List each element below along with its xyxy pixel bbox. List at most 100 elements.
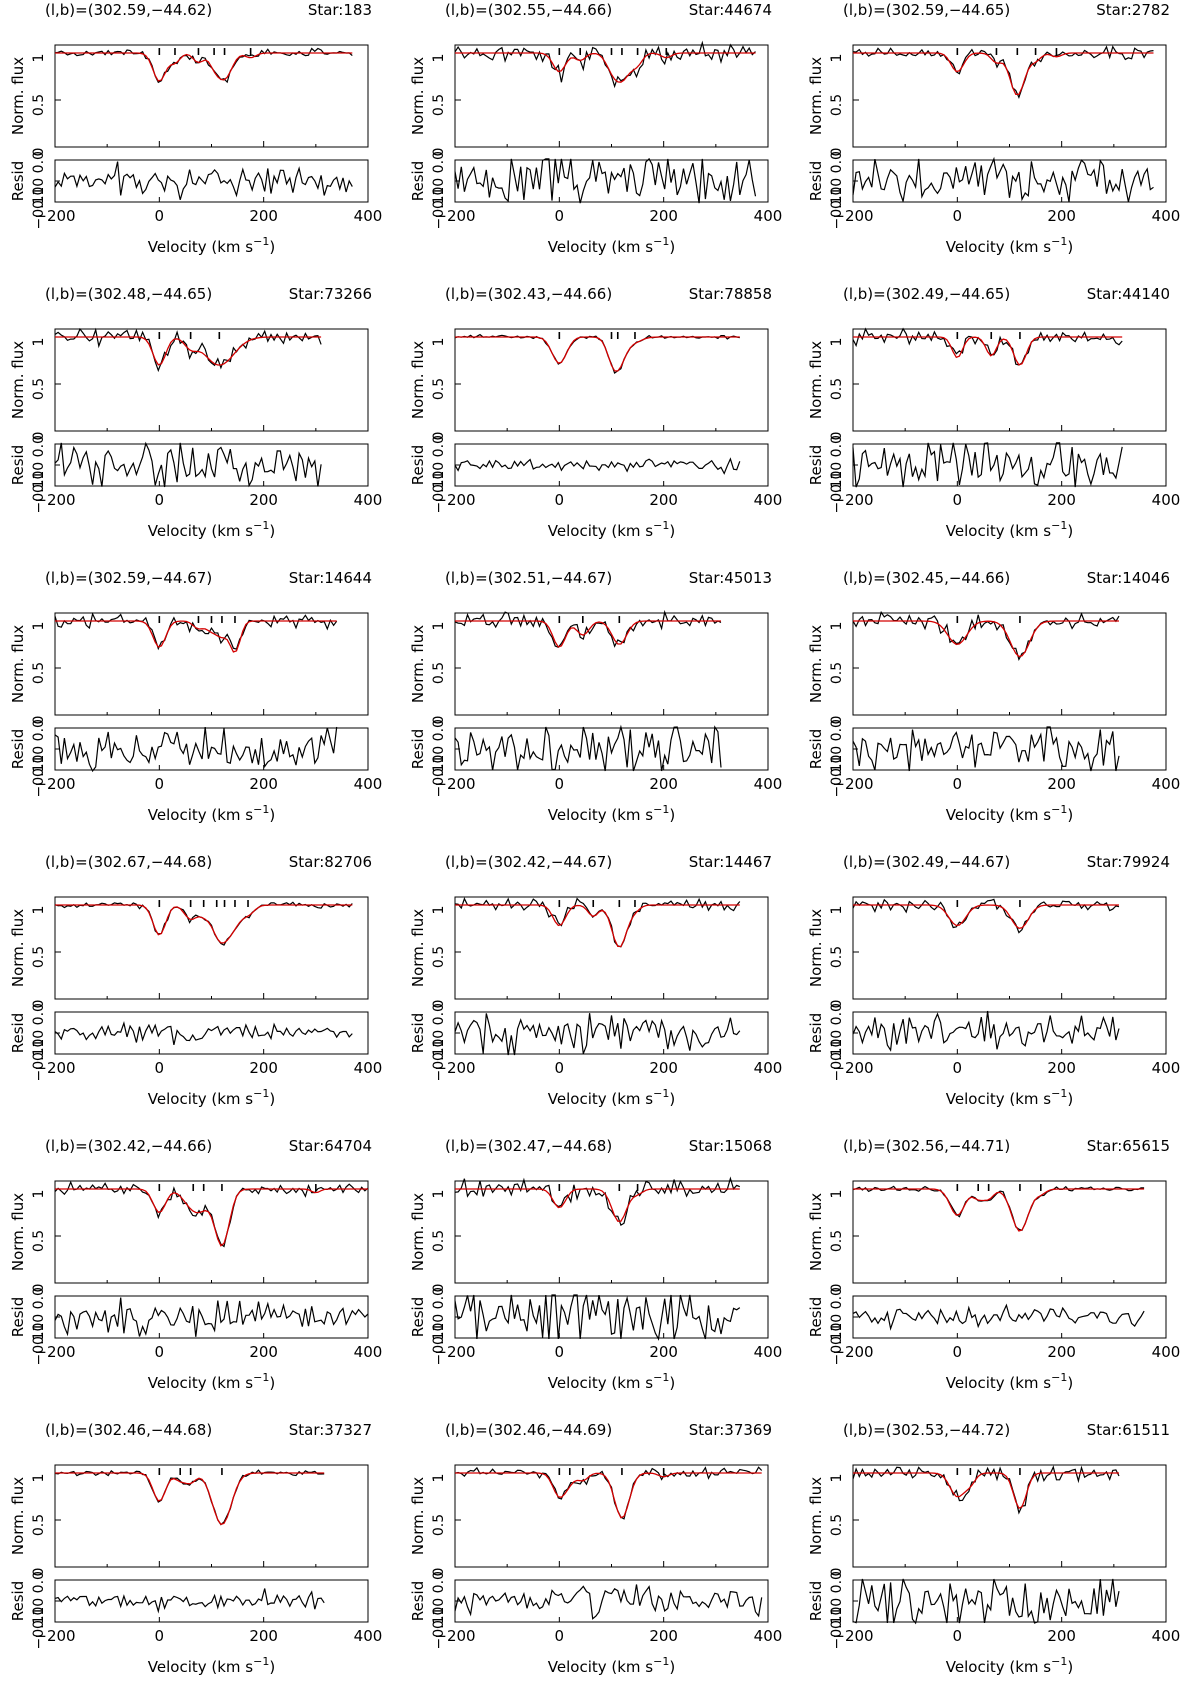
resid-axis-label: Resid <box>409 729 427 769</box>
flux-tick-label: 0.5 <box>829 378 845 400</box>
panel-star-id: Star:15068 <box>689 1137 772 1155</box>
observed-spectrum-line <box>54 1180 369 1248</box>
flux-axis-label: Norm. flux <box>807 57 825 135</box>
observed-spectrum-line <box>54 901 353 946</box>
x-axis-label: Velocity (km s−1) <box>148 235 275 256</box>
x-tick-label: 400 <box>1152 207 1181 225</box>
flux-tick-label: 1 <box>431 622 447 631</box>
flux-axis-label: Norm. flux <box>807 909 825 987</box>
spectrum-panel: (l,b)=(302.59,−44.67) Star:1464410.500.10… <box>9 569 382 824</box>
panel-coordinates: (l,b)=(302.46,−44.69) <box>445 1421 612 1439</box>
spectrum-panel: (l,b)=(302.48,−44.65) Star:7326610.500.10… <box>9 285 382 540</box>
x-tick-label: 400 <box>754 775 783 793</box>
resid-tick-label: −0.10 <box>431 755 447 798</box>
resid-tick-label: 0.10 0.0 <box>829 1003 845 1061</box>
flux-tick-label: 0.5 <box>431 946 447 968</box>
panel-star-id: Star:183 <box>308 1 372 19</box>
resid-axis-label: Resid <box>807 1297 825 1337</box>
spectrum-panel: (l,b)=(302.55,−44.66) Star:4467410.500.10… <box>409 1 782 256</box>
panel-coordinates: (l,b)=(302.46,−44.68) <box>45 1421 212 1439</box>
x-axis-label: Velocity (km s−1) <box>946 519 1073 540</box>
x-tick-label: −200 <box>832 491 873 509</box>
flux-tick-label: 0.5 <box>431 1230 447 1252</box>
residual-line <box>852 726 1120 772</box>
panel-coordinates: (l,b)=(302.67,−44.68) <box>45 853 212 871</box>
x-tick-label: 400 <box>1152 1627 1181 1645</box>
x-tick-label: 400 <box>354 1343 383 1361</box>
flux-tick-label: 1 <box>829 1474 845 1483</box>
x-tick-label: 400 <box>754 491 783 509</box>
resid-axis-label: Resid <box>9 1581 27 1621</box>
x-tick-label: 0 <box>155 491 165 509</box>
flux-axis-label: Norm. flux <box>9 341 27 419</box>
resid-tick-label: 0.10 0.0 <box>829 1287 845 1345</box>
x-tick-label: 400 <box>354 775 383 793</box>
flux-axes-frame <box>852 896 1167 1000</box>
flux-tick-label: 0 <box>431 1568 447 1577</box>
residual-line <box>852 442 1123 488</box>
flux-tick-label: 1 <box>431 338 447 347</box>
resid-tick-label: 0.10 0.0 <box>829 435 845 493</box>
flux-axis-label: Norm. flux <box>807 341 825 419</box>
flux-axes-frame <box>454 896 769 1000</box>
spectrum-panel: (l,b)=(302.43,−44.66) Star:7885810.500.10… <box>409 285 782 540</box>
x-axis-label: Velocity (km s−1) <box>148 1371 275 1392</box>
x-tick-label: 400 <box>1152 491 1181 509</box>
x-tick-label: 200 <box>649 1059 678 1077</box>
resid-tick-label: −0.10 <box>431 1607 447 1650</box>
x-axis-label: Velocity (km s−1) <box>946 1655 1073 1676</box>
resid-tick-label: −0.10 <box>829 1323 845 1366</box>
x-tick-label: −200 <box>434 1059 475 1077</box>
x-tick-label: 200 <box>249 1059 278 1077</box>
x-tick-label: −200 <box>34 1059 75 1077</box>
flux-axis-label: Norm. flux <box>409 1193 427 1271</box>
x-tick-label: 200 <box>1047 1343 1076 1361</box>
flux-tick-label: 0.5 <box>31 662 47 684</box>
model-fit-line <box>455 336 740 372</box>
x-tick-label: 400 <box>354 491 383 509</box>
panel-coordinates: (l,b)=(302.51,−44.67) <box>445 569 612 587</box>
flux-tick-label: 0.5 <box>431 662 447 684</box>
panel-coordinates: (l,b)=(302.59,−44.62) <box>45 1 212 19</box>
resid-axis-label: Resid <box>807 1013 825 1053</box>
resid-tick-label: 0.10 0.0 <box>31 719 47 777</box>
model-fit-line <box>853 1188 1145 1232</box>
model-fit-line <box>455 904 740 948</box>
model-fit-line <box>853 904 1119 929</box>
x-axis-label: Velocity (km s−1) <box>946 1087 1073 1108</box>
resid-axis-label: Resid <box>807 445 825 485</box>
model-fit-line <box>853 336 1123 366</box>
panel-coordinates: (l,b)=(302.53,−44.72) <box>843 1421 1010 1439</box>
model-fit-line <box>853 1472 1119 1510</box>
panel-star-id: Star:61511 <box>1087 1421 1170 1439</box>
resid-axis-label: Resid <box>807 729 825 769</box>
x-tick-label: 200 <box>1047 491 1076 509</box>
flux-tick-label: 0 <box>829 1284 845 1293</box>
observed-spectrum-line <box>54 327 322 373</box>
panel-star-id: Star:79924 <box>1087 853 1170 871</box>
x-tick-label: 200 <box>649 207 678 225</box>
observed-spectrum-line <box>852 1465 1120 1515</box>
panel-coordinates: (l,b)=(302.56,−44.71) <box>843 1137 1010 1155</box>
panel-star-id: Star:73266 <box>289 285 372 303</box>
x-tick-label: 400 <box>754 207 783 225</box>
model-fit-line <box>55 1188 368 1247</box>
resid-tick-label: 0.10 0.0 <box>31 1003 47 1061</box>
flux-tick-label: 0 <box>31 1284 47 1293</box>
flux-axis-label: Norm. flux <box>9 1193 27 1271</box>
residual-line <box>454 457 741 475</box>
flux-axis-label: Norm. flux <box>9 1477 27 1555</box>
resid-tick-label: −0.10 <box>829 187 845 230</box>
resid-tick-label: −0.10 <box>31 755 47 798</box>
flux-axis-label: Norm. flux <box>409 909 427 987</box>
resid-tick-label: 0.10 0.0 <box>431 1571 447 1629</box>
x-axis-label: Velocity (km s−1) <box>548 1371 675 1392</box>
flux-tick-label: 0 <box>31 1568 47 1577</box>
flux-tick-label: 1 <box>31 1474 47 1483</box>
panel-star-id: Star:14644 <box>289 569 372 587</box>
resid-tick-label: 0.10 0.0 <box>31 1287 47 1345</box>
flux-tick-label: 0.5 <box>31 1230 47 1252</box>
x-tick-label: 0 <box>953 1059 963 1077</box>
